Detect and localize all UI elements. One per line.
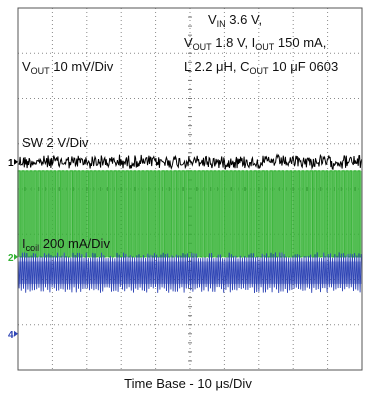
channel-2-marker: 2 — [8, 253, 18, 264]
icoil-trace — [17, 252, 362, 294]
svg-text:4: 4 — [8, 330, 14, 341]
vin-label: VIN 3.6 V, — [208, 12, 262, 29]
sw-trace — [17, 170, 362, 258]
vout-scale-label: VOUT 10 mV/Div — [22, 59, 114, 76]
channel-markers: 1 2 4 — [8, 158, 18, 341]
svg-text:1: 1 — [8, 158, 14, 169]
channel-1-marker: 1 — [8, 158, 18, 169]
vout-iout-label: VOUT 1.8 V, IOUT 150 mA, — [184, 35, 326, 52]
traces — [17, 153, 363, 294]
sw-scale-label: SW 2 V/Div — [22, 135, 89, 150]
svg-text:2: 2 — [8, 253, 14, 264]
inductor-cap-label: L 2.2 μH, COUT 10 μF 0603 — [184, 59, 338, 76]
icoil-scale-label: Icoil 200 mA/Div — [22, 236, 110, 253]
x-axis-label: Time Base - 10 μs/Div — [124, 376, 252, 391]
vout-trace — [17, 153, 363, 171]
channel-4-marker: 4 — [8, 330, 18, 341]
plot-frame — [17, 7, 363, 371]
